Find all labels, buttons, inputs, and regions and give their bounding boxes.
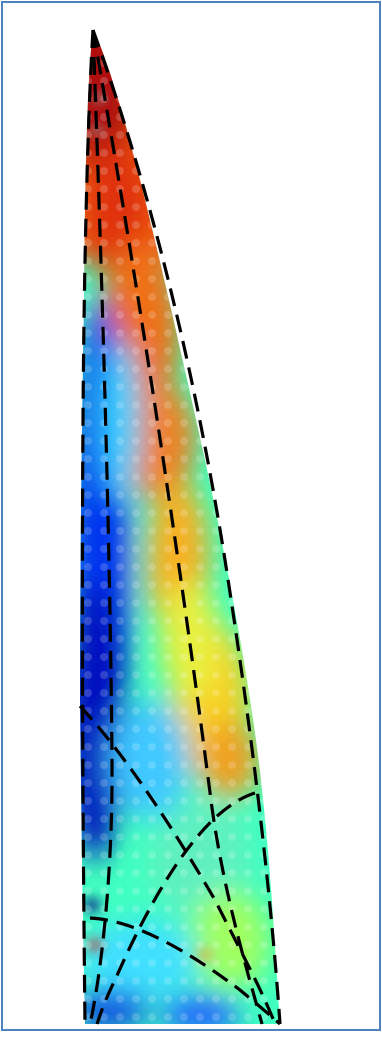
dashed-line-left-edge (80, 29, 95, 1025)
dashed-line-arc (95, 791, 256, 1025)
dashed-line-right-edge (91, 29, 282, 1025)
dashed-lines (78, 29, 282, 1026)
dashed-line-diagonal-center (91, 29, 264, 1025)
dashed-line-cross-lower (89, 916, 282, 1026)
dashed-line-cross-upper (78, 704, 277, 1025)
dashed-line-diagonal-left (88, 29, 114, 1025)
